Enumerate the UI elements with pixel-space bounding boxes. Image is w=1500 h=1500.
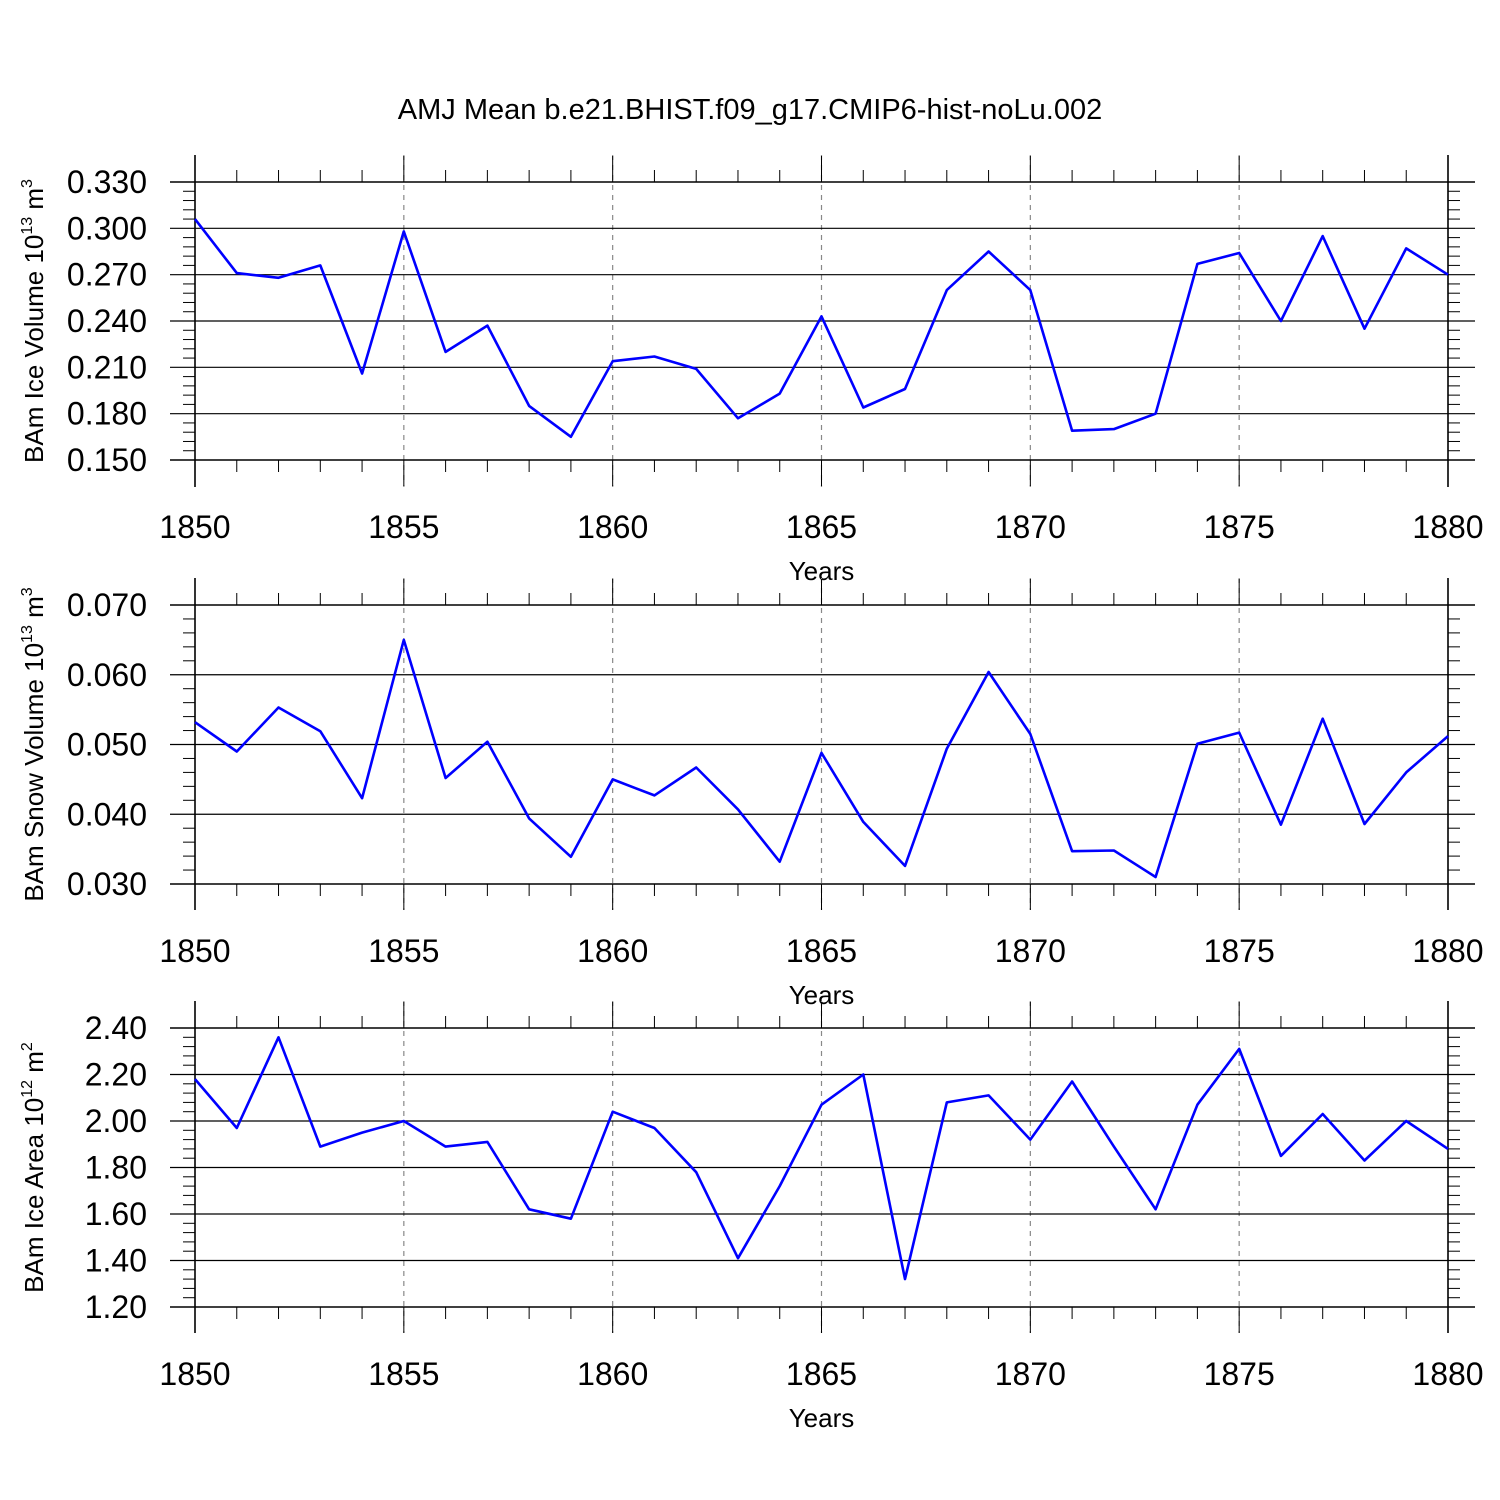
x-tick-label: 1875 — [1204, 1356, 1275, 1392]
y-tick-label: 1.40 — [85, 1243, 147, 1279]
y-tick-label: 1.20 — [85, 1289, 147, 1325]
y-tick-label: 0.150 — [67, 442, 147, 478]
x-tick-label: 1870 — [995, 933, 1066, 969]
y-axis-label-superscript: 3 — [19, 587, 36, 596]
y-tick-label: 0.210 — [67, 349, 147, 385]
y-axis-label-superscript: 3 — [19, 179, 36, 188]
y-tick-label: 2.20 — [85, 1057, 147, 1093]
x-tick-label: 1855 — [368, 509, 439, 545]
x-tick-label: 1880 — [1412, 1356, 1483, 1392]
y-axis-label: BAm Ice Volume 1013 m3 — [19, 179, 49, 463]
y-tick-label: 1.80 — [85, 1150, 147, 1186]
y-tick-label: 0.180 — [67, 396, 147, 432]
y-tick-label: 0.270 — [67, 257, 147, 293]
y-tick-label: 0.300 — [67, 210, 147, 246]
x-tick-label: 1880 — [1412, 509, 1483, 545]
panel-snow-volume: 0.030 0.040 0.050 0.060 0.070 1850 1855 1860 186… — [19, 578, 1484, 1010]
x-tick-label: 1865 — [786, 509, 857, 545]
y-tick-label: 0.060 — [67, 657, 147, 693]
x-tick-label: 1865 — [786, 933, 857, 969]
y-tick-label: 1.60 — [85, 1196, 147, 1232]
y-tick-label: 0.070 — [67, 587, 147, 623]
x-tick-label: 1875 — [1204, 933, 1275, 969]
x-tick-label: 1850 — [159, 1356, 230, 1392]
panel-ice-area: 1.20 1.40 1.60 1.80 2.00 2.20 2.40 1850 1855 1860… — [19, 1001, 1484, 1433]
y-axis-label-superscript: 2 — [19, 1042, 36, 1051]
series-line — [194, 1036, 1449, 1281]
x-tick-label: 1855 — [368, 933, 439, 969]
y-tick-label: 0.240 — [67, 303, 147, 339]
y-tick-label: 2.00 — [85, 1103, 147, 1139]
x-tick-label: 1860 — [577, 933, 648, 969]
x-tick-label: 1855 — [368, 1356, 439, 1392]
y-axis-label-part: m — [19, 188, 49, 217]
y-tick-label: 0.030 — [67, 866, 147, 902]
x-tick-label: 1850 — [159, 509, 230, 545]
x-tick-label: 1875 — [1204, 509, 1275, 545]
series-line — [194, 638, 1449, 879]
y-axis-label-superscript: 12 — [19, 1080, 36, 1098]
x-tick-label: 1860 — [577, 1356, 648, 1392]
y-tick-label: 0.050 — [67, 727, 147, 763]
y-tick-label: 0.040 — [67, 796, 147, 832]
x-tick-label: 1870 — [995, 509, 1066, 545]
y-axis-label-part: m — [19, 596, 49, 625]
x-tick-label: 1860 — [577, 509, 648, 545]
y-axis-label-superscript: 13 — [19, 217, 36, 235]
series-line — [193, 218, 1449, 439]
panel-ice-volume: 0.150 0.180 0.210 0.240 0.270 0.300 0.330 1850 1… — [19, 155, 1484, 586]
y-axis-label-part: BAm Ice Volume 10 — [19, 235, 49, 463]
x-tick-label: 1870 — [995, 1356, 1066, 1392]
y-axis-label-part: BAm Ice Area 10 — [19, 1098, 49, 1293]
y-tick-label: 2.40 — [85, 1010, 147, 1046]
x-axis-label: Years — [789, 1403, 855, 1433]
y-tick-label: 0.330 — [67, 164, 147, 200]
y-axis-label-part: m — [19, 1051, 49, 1080]
x-tick-label: 1865 — [786, 1356, 857, 1392]
y-axis-label-superscript: 13 — [19, 625, 36, 643]
x-tick-label: 1850 — [159, 933, 230, 969]
y-axis-label: BAm Snow Volume 1013 m3 — [19, 587, 49, 901]
y-axis-label: BAm Ice Area 1012 m2 — [19, 1042, 49, 1293]
figure-title: AMJ Mean b.e21.BHIST.f09_g17.CMIP6-hist-… — [398, 94, 1102, 126]
y-axis-label-part: BAm Snow Volume 10 — [19, 643, 49, 902]
x-tick-label: 1880 — [1412, 933, 1483, 969]
